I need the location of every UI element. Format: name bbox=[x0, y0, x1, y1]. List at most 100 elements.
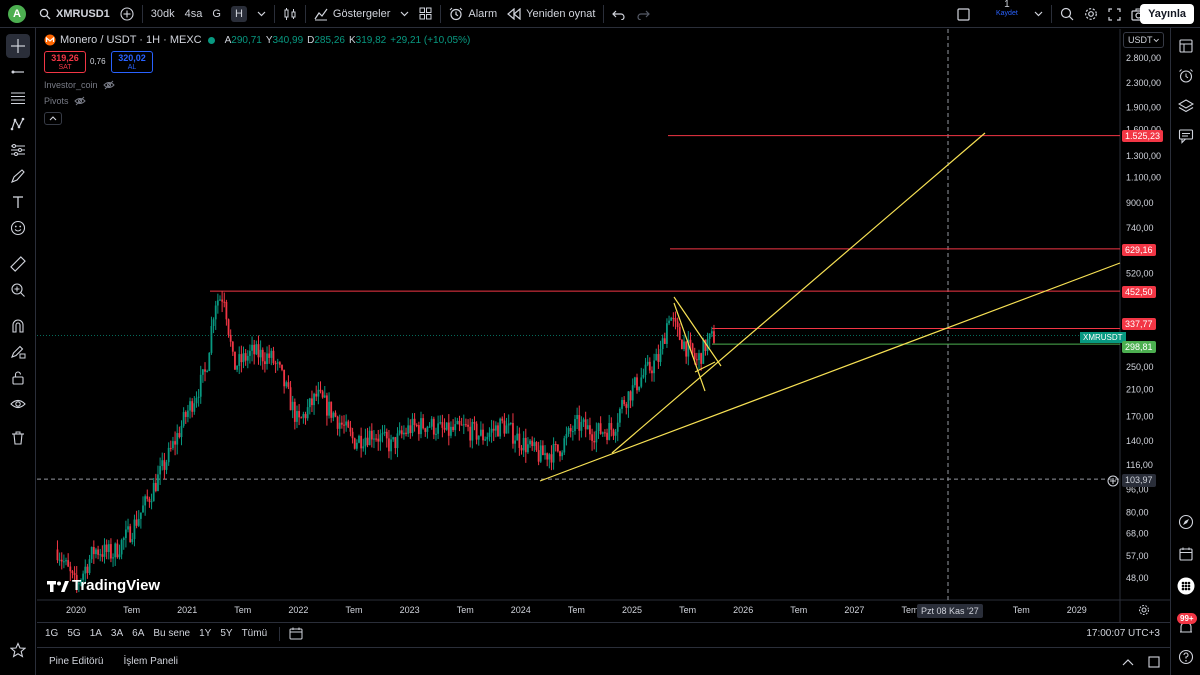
drawing-toolbar bbox=[0, 28, 36, 675]
favorites-tool[interactable] bbox=[6, 638, 30, 662]
indicators-button[interactable]: Göstergeler bbox=[309, 0, 395, 28]
chart-settings-icon[interactable] bbox=[1138, 604, 1150, 616]
indicator-pivots[interactable]: Pivots bbox=[44, 96, 86, 106]
divider bbox=[304, 4, 306, 23]
range-5d[interactable]: 5G bbox=[67, 628, 81, 639]
range-6m[interactable]: 6A bbox=[132, 628, 145, 639]
apps-button[interactable] bbox=[1174, 574, 1198, 598]
remove-drawings-tool[interactable] bbox=[6, 426, 30, 450]
chart-type-button[interactable] bbox=[278, 0, 302, 28]
timezone-clock[interactable]: 17:00:07 UTC+3 bbox=[1086, 628, 1160, 639]
range-ytd[interactable]: Bu sene bbox=[153, 628, 191, 639]
interval-30m[interactable]: 30dk bbox=[150, 7, 175, 20]
candle-body bbox=[189, 401, 191, 411]
save-count: 1 bbox=[1004, 0, 1010, 10]
candle-body bbox=[666, 323, 668, 344]
candle-body bbox=[283, 369, 286, 387]
zoom-tool[interactable] bbox=[6, 278, 30, 302]
publish-button[interactable]: Yayınla bbox=[1140, 4, 1194, 24]
trading-panel-tab[interactable]: İşlem Paneli bbox=[123, 656, 178, 667]
alarm-button[interactable]: Alarm bbox=[444, 0, 502, 28]
text-tool[interactable] bbox=[6, 190, 30, 214]
help-icon bbox=[1178, 649, 1194, 665]
range-all[interactable]: Tümü bbox=[241, 628, 268, 639]
buy-button[interactable]: 320,02 AL bbox=[111, 51, 153, 73]
stay-drawing-tool[interactable] bbox=[6, 340, 30, 364]
quick-search-button[interactable] bbox=[1055, 0, 1079, 28]
currency-select[interactable]: USDT bbox=[1123, 32, 1164, 48]
layout-select-button[interactable] bbox=[952, 0, 975, 28]
layout-button[interactable] bbox=[414, 0, 437, 28]
close-label: K bbox=[348, 34, 356, 46]
chats-button[interactable] bbox=[1174, 124, 1198, 148]
ruler-tool[interactable] bbox=[6, 252, 30, 276]
range-1d[interactable]: 1G bbox=[45, 628, 59, 639]
price-chart[interactable]: 2.800,00 2.300,00 1.900,00 1.600,00 1.300,00… bbox=[37, 29, 1170, 622]
maximize-panel-icon[interactable] bbox=[1148, 656, 1160, 668]
interval-dropdown[interactable] bbox=[252, 0, 271, 28]
candle-body bbox=[212, 319, 215, 327]
symbol-title[interactable]: Monero / USDT · 1H · MEXC bbox=[60, 34, 202, 46]
fullscreen-button[interactable] bbox=[1103, 0, 1126, 28]
lock-drawings-tool[interactable] bbox=[6, 366, 30, 390]
user-avatar[interactable]: A bbox=[8, 4, 26, 23]
eye-off-icon[interactable] bbox=[73, 96, 86, 106]
symbol-search-button[interactable]: XMRUSD1 bbox=[34, 0, 115, 28]
candle-body bbox=[674, 318, 677, 322]
emoji-tool[interactable] bbox=[6, 216, 30, 240]
collapse-legend-button[interactable] bbox=[44, 112, 62, 125]
forecast-tool[interactable] bbox=[6, 138, 30, 162]
pine-editor-tab[interactable]: Pine Editörü bbox=[49, 656, 104, 667]
divider bbox=[603, 4, 605, 23]
range-5y[interactable]: 5Y bbox=[220, 628, 233, 639]
add-alert-plus-icon[interactable] bbox=[1107, 475, 1119, 487]
range-1y[interactable]: 1Y bbox=[199, 628, 212, 639]
chevron-up-icon[interactable] bbox=[1122, 658, 1134, 666]
trend-line-tool[interactable] bbox=[6, 60, 30, 84]
interval-1w[interactable]: H bbox=[226, 0, 252, 28]
candle-body bbox=[129, 526, 132, 543]
magnet-tool[interactable] bbox=[6, 314, 30, 338]
price-tick-label: 1.100,00 bbox=[1126, 172, 1161, 182]
save-button[interactable]: 1 Kaydet bbox=[991, 0, 1023, 28]
range-3m[interactable]: 3A bbox=[110, 628, 124, 639]
candle-body bbox=[261, 349, 264, 362]
candle-body bbox=[379, 434, 382, 442]
settings-button[interactable] bbox=[1079, 0, 1103, 28]
watchlist-button[interactable] bbox=[1174, 34, 1198, 58]
candle-body bbox=[340, 422, 343, 425]
candle-body bbox=[672, 317, 675, 319]
layers-icon bbox=[1178, 99, 1194, 113]
brush-tool[interactable] bbox=[6, 164, 30, 188]
indicators-dropdown[interactable] bbox=[395, 0, 414, 28]
layers-button[interactable] bbox=[1174, 94, 1198, 118]
crosshair-date-tag: Pzt 08 Kas '27 bbox=[917, 604, 983, 618]
ideas-button[interactable] bbox=[1174, 510, 1198, 534]
interval-1d[interactable]: G bbox=[212, 7, 221, 20]
alerts-button[interactable] bbox=[1174, 64, 1198, 88]
sell-button[interactable]: 319,26 SAT bbox=[44, 51, 86, 73]
indicator-investor-coin[interactable]: Investor_coin bbox=[44, 80, 115, 90]
chart-pane[interactable]: 2.800,00 2.300,00 1.900,00 1.600,00 1.300,00… bbox=[37, 29, 1170, 622]
range-1m[interactable]: 1A bbox=[89, 628, 102, 639]
undo-button[interactable] bbox=[607, 0, 631, 28]
candle-body bbox=[687, 339, 690, 357]
calendar-button[interactable] bbox=[1174, 542, 1198, 566]
hide-drawings-tool[interactable] bbox=[6, 392, 30, 416]
eye-off-icon[interactable] bbox=[102, 80, 115, 90]
candle-body bbox=[71, 571, 74, 574]
save-dropdown[interactable] bbox=[1029, 0, 1048, 28]
candle-body bbox=[246, 355, 249, 361]
help-button[interactable] bbox=[1174, 645, 1198, 669]
redo-button[interactable] bbox=[631, 0, 655, 28]
candle-body bbox=[120, 540, 123, 555]
crosshair-tool[interactable] bbox=[6, 34, 30, 58]
replay-button[interactable]: Yeniden oynat bbox=[502, 0, 600, 28]
replay-icon bbox=[507, 7, 521, 20]
candle-body bbox=[131, 539, 134, 543]
compare-symbol-button[interactable] bbox=[115, 0, 139, 28]
pattern-tool[interactable] bbox=[6, 112, 30, 136]
interval-4h[interactable]: 4sa bbox=[184, 7, 203, 20]
fib-tool[interactable] bbox=[6, 86, 30, 110]
date-range-calendar-icon[interactable] bbox=[289, 627, 303, 640]
